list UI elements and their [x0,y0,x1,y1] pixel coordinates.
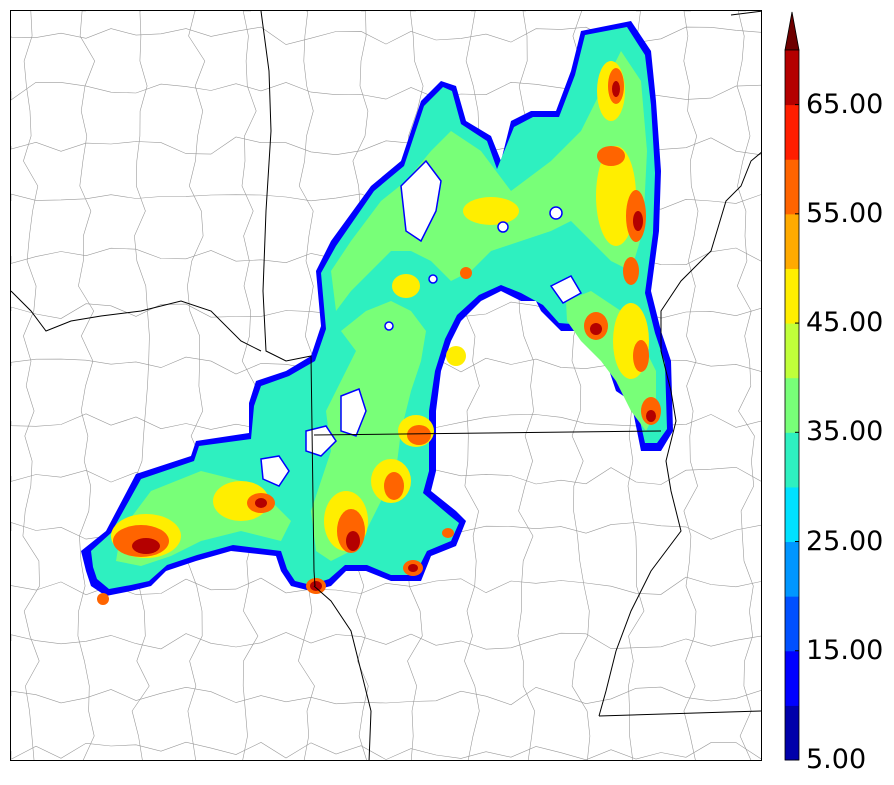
colorbar-segment [785,159,799,215]
colorbar-segment [785,650,799,706]
colorbar-frame [784,49,800,761]
colorbar-tick-label: 35.00 [806,416,884,448]
county-line [22,11,40,760]
state-boundaries [11,11,761,760]
county-line [11,632,761,650]
reflectivity-map [11,11,761,760]
county-line [683,11,699,760]
colorbar-segment [785,50,799,106]
colorbar-segment [785,432,799,488]
colorbar-segment [785,705,799,761]
colorbar-tick-label: 45.00 [806,307,884,339]
colorbar-segment [785,323,799,379]
colorbar-tick-label: 65.00 [806,88,884,120]
county-line [77,11,96,760]
colorbar-tick-label: 15.00 [806,634,884,666]
county-line [11,26,761,45]
reflectivity-extreme [132,81,656,591]
colorbar-segment [785,377,799,433]
county-line [11,741,761,760]
map-panel [10,10,762,761]
colorbar-tick-label: 5.00 [806,744,867,775]
colorbar-scale [784,11,800,761]
colorbar-segment [785,541,799,597]
reflectivity-field [81,21,673,605]
field-gaps [260,159,583,487]
county-line [241,11,260,760]
colorbar-segment [785,486,799,543]
colorbar [783,8,894,778]
county-line [736,11,755,760]
colorbar-extend-arrow [784,11,800,51]
county-line [11,686,761,706]
county-line [131,11,150,760]
colorbar-segment [785,213,799,269]
colorbar-tick-label: 55.00 [806,197,884,229]
colorbar-segment [785,104,799,160]
colorbar-segment [785,596,799,652]
county-line [463,11,480,760]
colorbar-segment [785,268,799,324]
county-line [187,11,206,760]
colorbar-tick-label: 25.00 [806,525,884,557]
